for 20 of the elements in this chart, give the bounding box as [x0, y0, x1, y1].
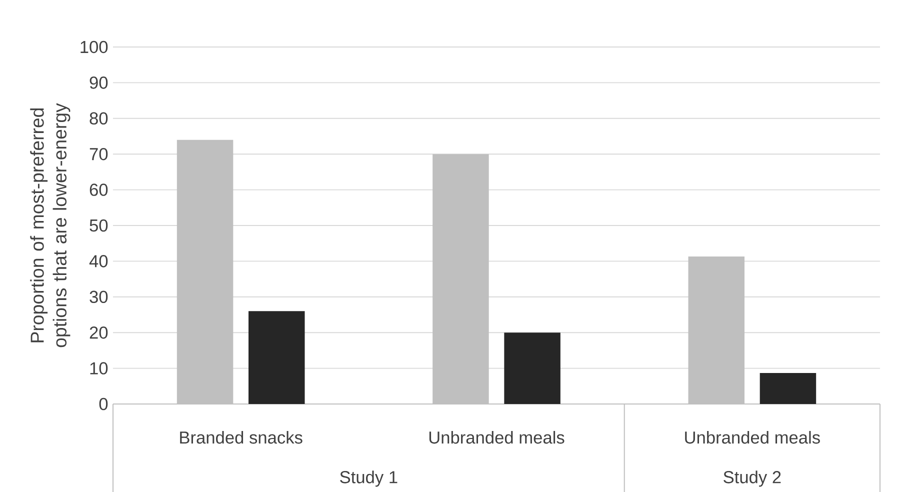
bar — [760, 372, 816, 404]
y-tick-label: 70 — [90, 148, 108, 160]
bar — [248, 311, 305, 404]
y-tick-label: 40 — [89, 255, 108, 268]
x-tick-label: Unbranded meals — [685, 430, 820, 444]
y-tick-label: 10 — [90, 362, 108, 374]
y-axis-title: Proportion of most-preferred options that are lower-energy — [30, 103, 70, 348]
bar — [504, 332, 560, 404]
x-tick-label: Branded snacks — [180, 430, 302, 444]
y-tick-label: 100 — [80, 40, 108, 54]
y-tick-label: 80 — [90, 112, 108, 125]
text: Study 1 — [340, 470, 398, 487]
y-tick-label: 90 — [90, 76, 108, 89]
y-tick-label: 50 — [90, 219, 108, 232]
text: Study 2 — [724, 470, 781, 487]
y-tick-label: 0 — [99, 398, 108, 410]
y-tick-label: 30 — [90, 290, 108, 304]
x-tick-label: Unbranded meals — [429, 430, 564, 444]
y-tick-label: 20 — [90, 326, 108, 339]
y-tick-label: 60 — [90, 184, 108, 196]
